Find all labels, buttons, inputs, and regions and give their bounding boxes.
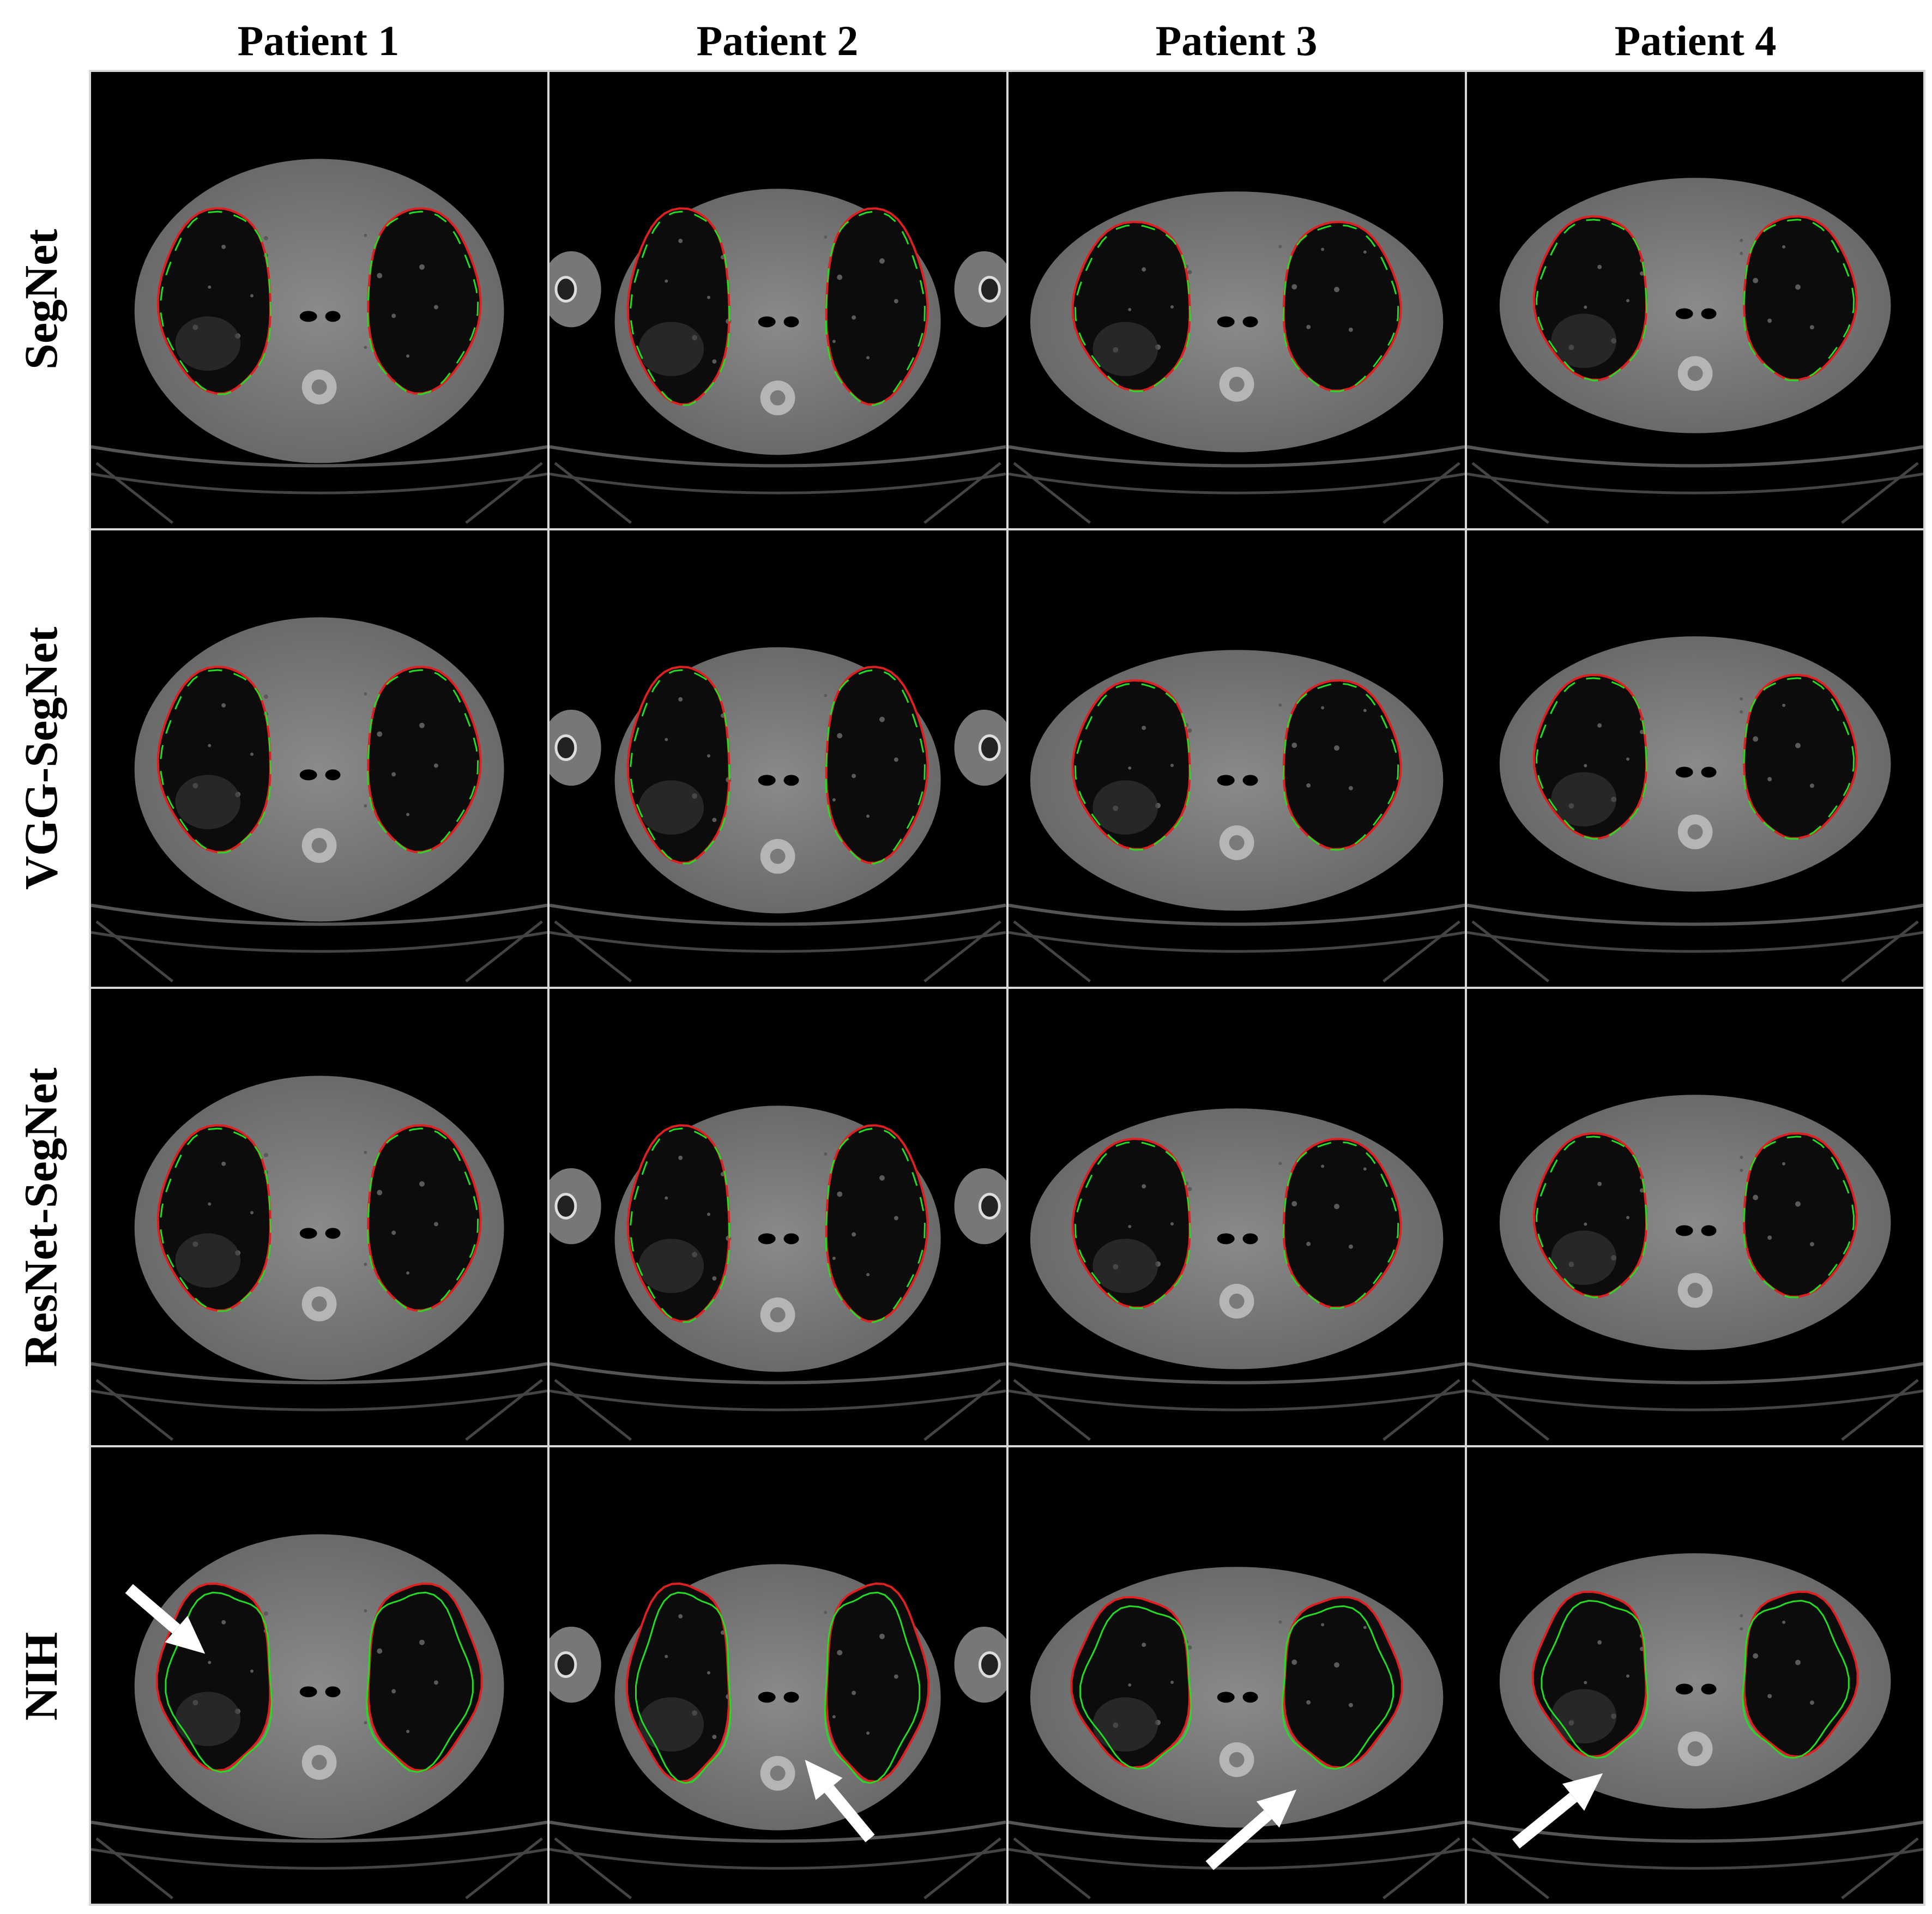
ct-slice-image [91, 159, 548, 524]
ct-slice-image [91, 1076, 548, 1441]
ct-slice-image [1008, 650, 1465, 982]
annotation-arrow [805, 1759, 875, 1843]
ct-slice-nih-patient-2 [550, 1447, 1006, 1904]
ct-slice-resnet-segnet-patient-4 [1466, 989, 1923, 1445]
ct-slice-vgg-segnet-patient-2 [550, 530, 1006, 987]
ct-slice-vgg-segnet-patient-3 [1008, 530, 1465, 987]
ct-slice-vgg-segnet-patient-1 [91, 530, 548, 987]
ct-slice-segnet-patient-3 [1008, 72, 1465, 528]
column-header-patient-3: Patient 3 [1155, 17, 1318, 64]
ct-image-grid [89, 70, 1925, 1906]
row-header-resnet-segnet: ResNet-SegNet [15, 1067, 67, 1367]
ct-slice-image [550, 1564, 1006, 1899]
ct-slice-image [1466, 636, 1923, 982]
ct-slice-resnet-segnet-patient-1 [91, 989, 548, 1445]
ct-slice-image [550, 1106, 1006, 1441]
ct-slice-image [1008, 1567, 1465, 1899]
ct-slice-image [550, 189, 1006, 524]
row-header-vgg-segnet: VGG-SegNet [15, 626, 68, 890]
annotation-arrow [1205, 1789, 1296, 1870]
annotation-arrow [1512, 1773, 1603, 1849]
ct-slice-nih-patient-1 [91, 1447, 548, 1904]
ct-slice-image [1008, 1108, 1465, 1441]
ct-slice-nih-patient-3 [1008, 1447, 1465, 1904]
ct-slice-image [91, 1534, 548, 1899]
ct-slice-vgg-segnet-patient-4 [1466, 530, 1923, 987]
ct-slice-resnet-segnet-patient-3 [1008, 989, 1465, 1445]
ct-slice-image [91, 617, 548, 982]
ct-slice-segnet-patient-1 [91, 72, 548, 528]
ct-slice-segnet-patient-2 [550, 72, 1006, 528]
column-header-patient-1: Patient 1 [237, 17, 400, 64]
ct-slice-resnet-segnet-patient-2 [550, 989, 1006, 1445]
ct-slice-nih-patient-4 [1466, 1447, 1923, 1904]
ct-slice-image [1008, 191, 1465, 524]
ct-slice-image [550, 647, 1006, 982]
row-header-segnet: SegNet [15, 229, 68, 370]
annotation-arrow [125, 1584, 206, 1654]
column-header-patient-4: Patient 4 [1614, 17, 1777, 64]
ct-slice-image [1466, 1553, 1923, 1899]
ct-slice-segnet-patient-4 [1466, 72, 1923, 528]
row-header-nih: NIH [15, 1632, 67, 1721]
ct-slice-image [1466, 1095, 1923, 1441]
ct-slice-image [1466, 178, 1923, 524]
column-header-patient-2: Patient 2 [696, 17, 859, 64]
